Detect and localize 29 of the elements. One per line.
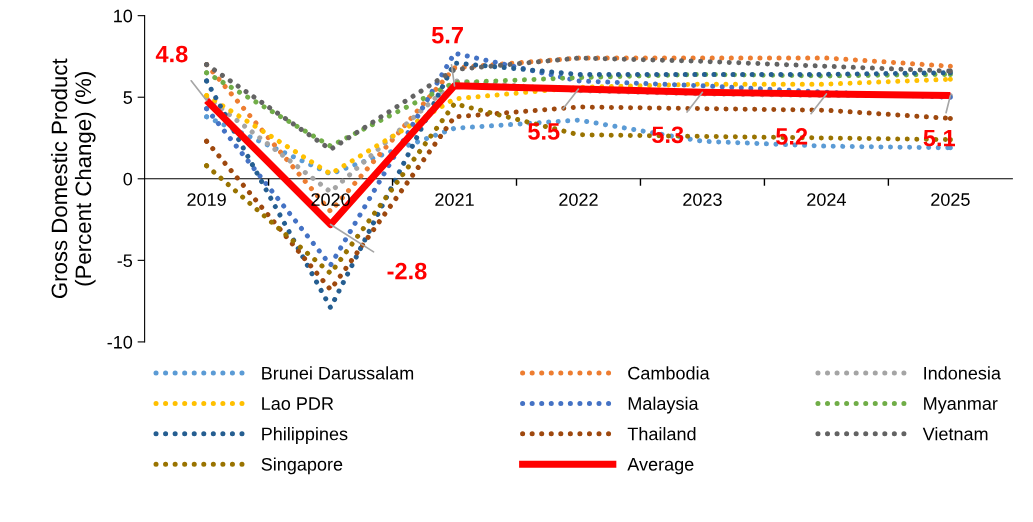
x-tick-label: 2025: [931, 193, 970, 206]
legend-label: Cambodia: [628, 366, 710, 380]
x-tick-label: 2023: [683, 193, 722, 206]
legend-label: Average: [627, 458, 694, 475]
legend-label: Brunei Darussalam: [262, 366, 414, 380]
data-label: 5.1: [923, 129, 955, 147]
y-axis-title: Gross Domestic Product (Percent Change) (%): [50, 58, 96, 299]
legend-label: Vietnam: [922, 427, 988, 441]
legend-label: Thailand: [627, 427, 696, 441]
legend-label: Indonesia: [924, 366, 1001, 380]
legend-label: Myanmar: [924, 397, 998, 414]
legend-label: Lao PDR: [262, 397, 334, 410]
x-tick-label: 2024: [807, 193, 846, 206]
legend-label: Philippines: [262, 427, 348, 444]
y-tick-label: 5: [123, 91, 133, 104]
data-label: 5.7: [431, 27, 463, 44]
data-label: 5.2: [775, 128, 808, 145]
legend-label: Singapore: [261, 457, 343, 475]
data-label: 5.5: [528, 123, 560, 140]
x-tick-label: 2019: [187, 193, 226, 206]
y-tick-label: -5: [117, 254, 133, 268]
y-tick-label: 10: [114, 9, 133, 23]
x-tick-label: 2021: [435, 193, 474, 206]
y-tick-label: 0: [123, 172, 133, 186]
x-tick-label: 2022: [559, 193, 598, 206]
y-tick-label: -10: [107, 335, 133, 349]
legend-label: Malaysia: [628, 396, 699, 414]
data-label: -2.8: [387, 262, 427, 280]
data-label: 4.8: [155, 45, 188, 63]
